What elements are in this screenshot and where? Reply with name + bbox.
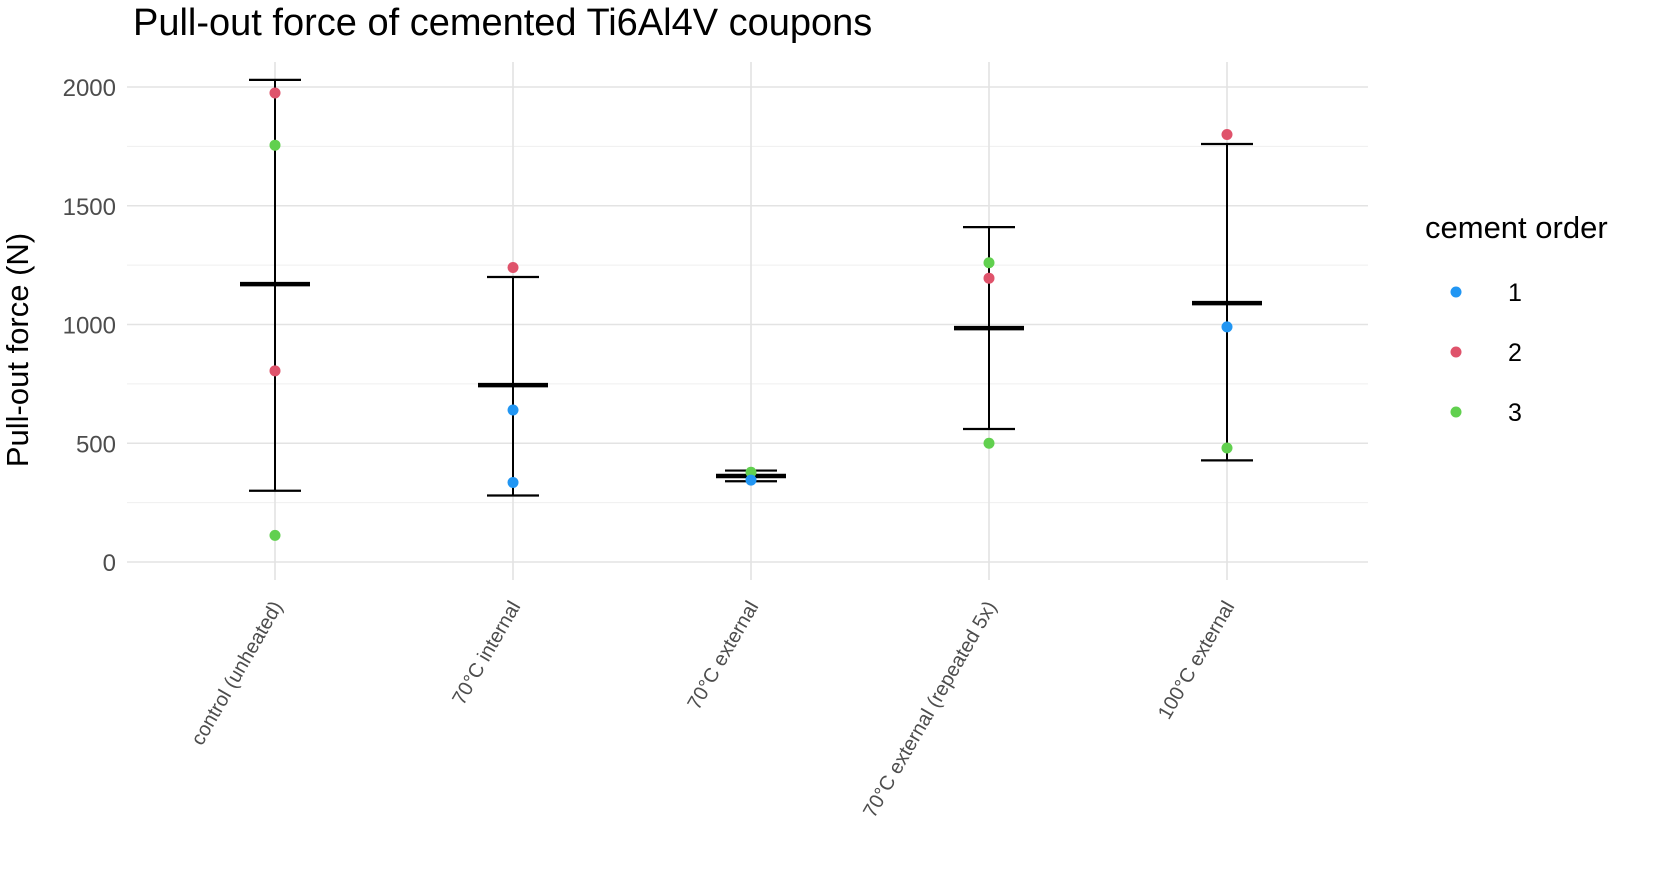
data-point xyxy=(983,272,995,284)
data-point xyxy=(269,87,281,99)
grid-lines xyxy=(127,62,1368,580)
data-points xyxy=(269,87,1233,541)
y-axis-label: Pull-out force (N) xyxy=(0,233,35,467)
data-point xyxy=(745,466,757,478)
legend-entries: 1 2 3 xyxy=(1450,279,1522,427)
y-tick-label: 500 xyxy=(76,431,116,458)
y-tick-label: 2000 xyxy=(63,75,116,102)
x-tick-label: 70°C external xyxy=(684,598,764,714)
legend-label: 2 xyxy=(1508,339,1522,367)
y-tick-label: 1000 xyxy=(63,313,116,340)
legend-key xyxy=(1450,346,1462,358)
data-point xyxy=(1221,442,1233,454)
data-point xyxy=(269,529,281,541)
legend-label: 3 xyxy=(1508,399,1522,427)
y-tick-label: 1500 xyxy=(63,194,116,221)
y-axis-ticks: 0 500 1000 1500 2000 xyxy=(63,75,116,577)
data-point xyxy=(983,257,995,269)
x-tick-label: 70°C external (repeated 5x) xyxy=(859,598,1001,822)
data-point xyxy=(507,262,519,273)
legend: cement order 1 2 3 xyxy=(1425,210,1608,427)
chart-title: Pull-out force of cemented Ti6Al4V coupo… xyxy=(133,2,872,44)
data-point xyxy=(983,437,995,449)
x-tick-label: 70°C internal xyxy=(448,598,525,709)
data-point xyxy=(269,139,281,151)
legend-title: cement order xyxy=(1425,210,1608,245)
data-point xyxy=(507,476,519,488)
legend-key xyxy=(1450,286,1462,298)
legend-key xyxy=(1450,406,1462,418)
x-tick-label: 100°C external xyxy=(1154,598,1239,724)
legend-label: 1 xyxy=(1508,279,1522,307)
data-point xyxy=(1221,321,1233,333)
data-point xyxy=(745,474,757,486)
data-point xyxy=(1221,129,1233,140)
data-point xyxy=(507,404,519,416)
x-axis-ticks: control (unheated) 70°C internal 70°C exte… xyxy=(187,598,1239,822)
y-tick-label: 0 xyxy=(103,550,116,577)
data-point xyxy=(269,365,281,377)
x-tick-label: control (unheated) xyxy=(187,598,287,750)
